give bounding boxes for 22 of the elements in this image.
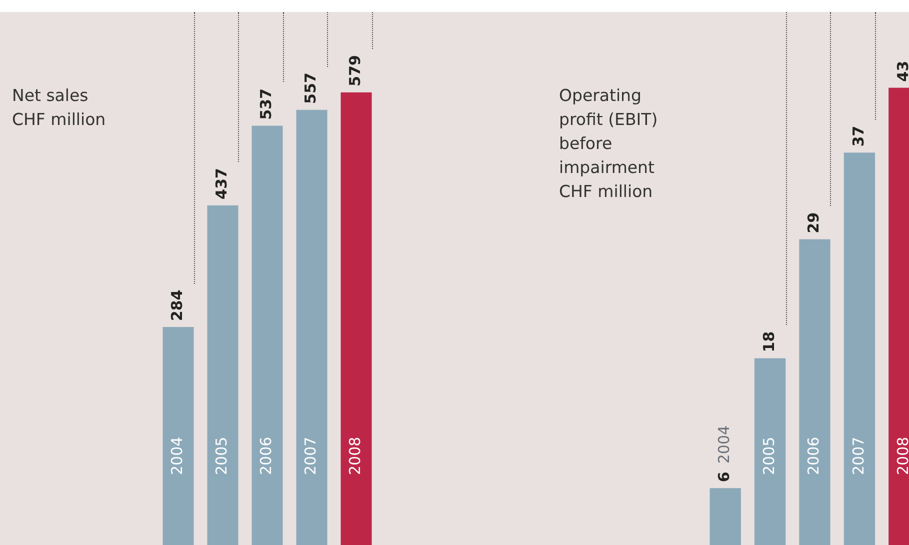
data-label: 37 (849, 126, 868, 147)
x-tick-label: 2004 (168, 436, 186, 475)
data-label: 284 (168, 290, 186, 322)
data-label: 43 (894, 60, 909, 82)
x-tick-label: 2005 (212, 436, 231, 475)
data-label: 557 (302, 72, 320, 104)
data-label: 18 (760, 331, 778, 352)
x-tick-label: 2004 (715, 425, 734, 464)
x-tick-label: 2007 (849, 436, 868, 475)
text: Operating profit (EBIT) before impairment CHF million (559, 85, 658, 203)
x-tick-label: 2008 (894, 436, 909, 475)
data-label: 537 (257, 88, 276, 120)
x-tick-label: 2007 (302, 436, 320, 475)
x-tick-label: 2006 (804, 436, 823, 475)
data-label: 579 (346, 55, 364, 86)
data-label: 437 (212, 168, 231, 200)
x-tick-label: 2006 (257, 436, 276, 475)
x-tick-label: 2005 (760, 436, 778, 475)
data-label: 29 (804, 212, 823, 234)
text: Net sales CHF million (12, 85, 106, 131)
x-tick-label: 2008 (346, 436, 364, 475)
data-label: 6 (715, 472, 734, 482)
